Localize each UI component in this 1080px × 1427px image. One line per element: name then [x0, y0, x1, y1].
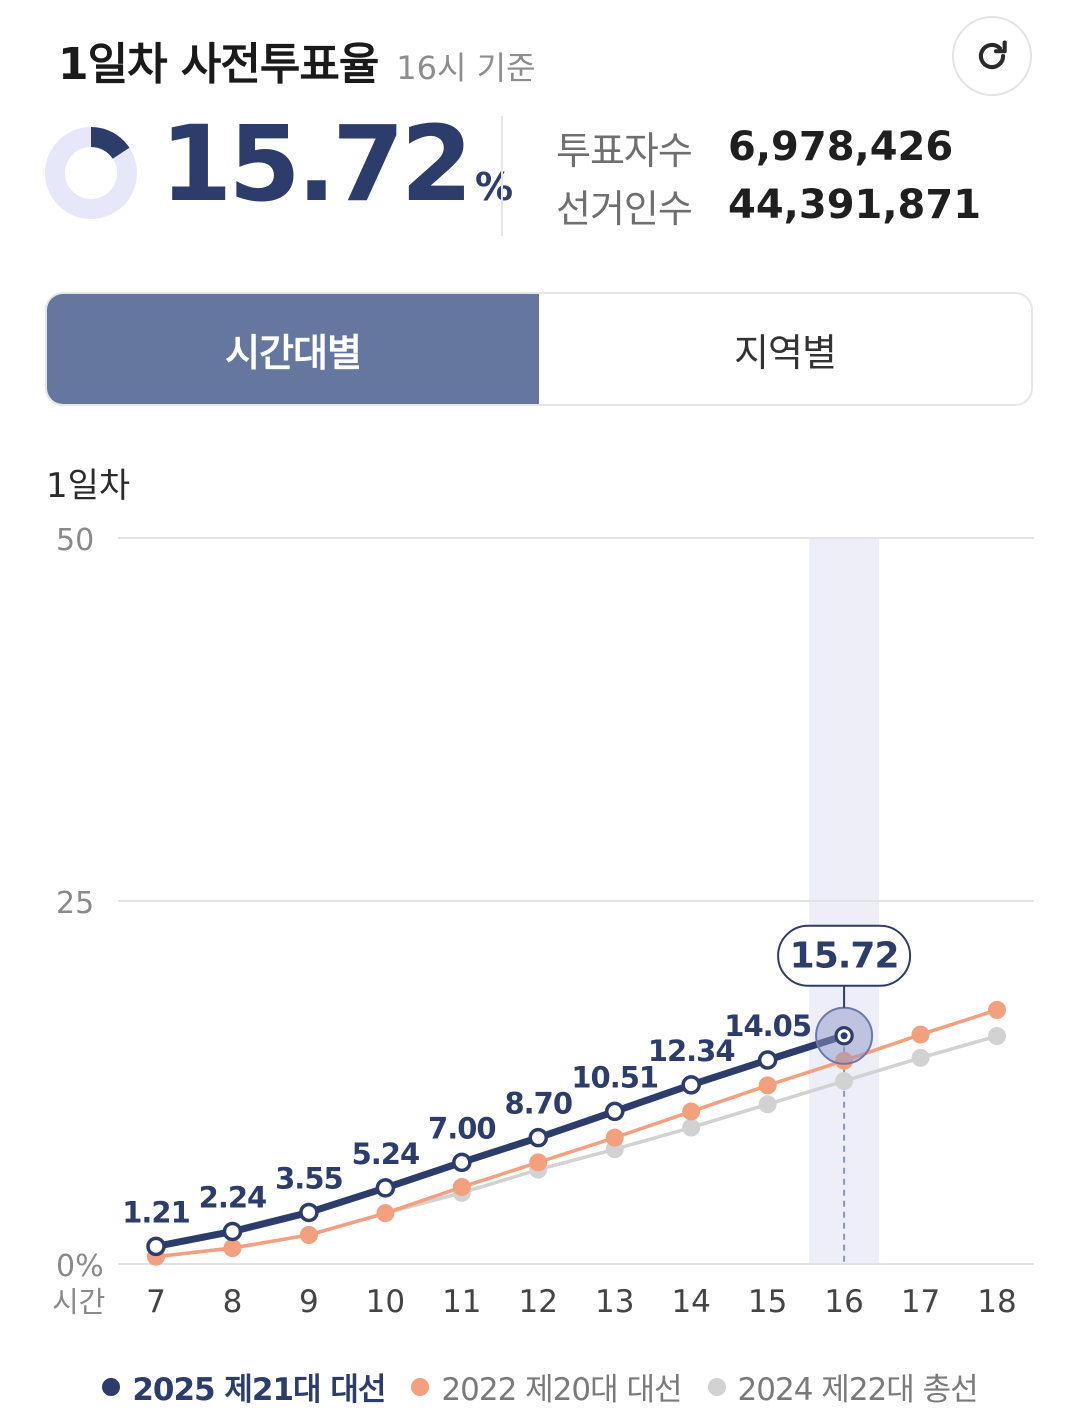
- view-tabs: 시간대별 지역별: [45, 292, 1033, 406]
- y-tick-label-25: 25: [56, 886, 94, 921]
- series-1-point-18: [988, 1000, 1006, 1019]
- series-0-point-14: [681, 1075, 701, 1095]
- callout-value: 15.72: [790, 936, 899, 977]
- series-2-point-18: [988, 1027, 1006, 1046]
- electorate-label: 선거인수: [556, 186, 693, 231]
- legend-label-2025: 2025 제21대 대선: [132, 1372, 386, 1408]
- turnout-donut-fill: [45, 127, 137, 219]
- x-tick-label-8: 8: [223, 1284, 243, 1320]
- turnout-donut: [45, 127, 137, 219]
- series-2-point-15: [758, 1095, 777, 1114]
- series-0-point-11: [452, 1152, 472, 1173]
- data-label-8: 2.24: [199, 1180, 267, 1214]
- legend-item-2024: 2024 제22대 총선: [707, 1364, 979, 1409]
- y-tick-label-0: 0%: [56, 1249, 104, 1284]
- series-line-0: [152, 1032, 848, 1250]
- series-1-point-10: [376, 1204, 395, 1223]
- page-title: 1일차 사전투표율: [58, 39, 379, 90]
- x-tick-label-7: 7: [146, 1284, 166, 1320]
- turnout-rate: 15.72 %: [160, 112, 513, 216]
- x-tick-label-9: 9: [299, 1284, 319, 1320]
- series-1-point-13: [605, 1128, 624, 1147]
- series-1-point-17: [911, 1025, 930, 1044]
- data-label-10: 5.24: [352, 1137, 420, 1171]
- turnout-stats: 투표자수 6,978,426 선거인수 44,391,871: [556, 118, 982, 234]
- x-tick-label-14: 14: [671, 1284, 710, 1320]
- electorate-row: 선거인수 44,391,871: [556, 176, 982, 234]
- x-tick-label-18: 18: [977, 1284, 1016, 1320]
- series-1-point-9: [299, 1225, 318, 1244]
- data-label-7: 1.21: [122, 1195, 190, 1229]
- x-tick-label-13: 13: [595, 1284, 634, 1320]
- series-0-point-12: [528, 1127, 549, 1148]
- data-label-13: 10.51: [571, 1060, 658, 1094]
- series-0-point-13: [604, 1101, 625, 1122]
- turnout-rate-value: 15.72: [160, 103, 473, 225]
- series-2-point-17: [911, 1048, 930, 1067]
- legend-item-2022: 2022 제20대 대선: [411, 1364, 683, 1409]
- x-tick-label-15: 15: [748, 1284, 787, 1320]
- electorate-value: 44,391,871: [728, 182, 982, 228]
- x-tick-label-11: 11: [442, 1284, 481, 1320]
- turnout-line-chart: 0% 25 50 시간 7 8 9 10 11 12 13 14 15 16 17 18 1.21 2.243.5…: [52, 523, 1034, 1320]
- series-0-point-8: [222, 1221, 243, 1242]
- page-subtitle: 16시 기준: [396, 49, 536, 87]
- header: 1일차 사전투표율 16시 기준: [58, 28, 536, 92]
- tab-by-time[interactable]: 시간대별: [47, 294, 539, 404]
- x-tick-label-17: 17: [901, 1284, 940, 1320]
- x-tick-label-10: 10: [366, 1284, 405, 1320]
- legend-marker-2025: [102, 1377, 121, 1396]
- data-label-12: 8.70: [504, 1087, 572, 1121]
- chart-legend: 2025 제21대 대선 2022 제20대 대선 2024 제22대 총선: [0, 1364, 1080, 1409]
- series-1-point-11: [452, 1178, 471, 1197]
- x-tick-label-16: 16: [824, 1284, 863, 1320]
- series-2-point-16: [835, 1072, 854, 1091]
- x-tick-label-12: 12: [519, 1284, 558, 1320]
- divider: [501, 116, 503, 236]
- series-2-point-14: [682, 1118, 701, 1137]
- series-0-point-7: [146, 1236, 166, 1257]
- voters-value: 6,978,426: [728, 124, 954, 170]
- voters-row: 투표자수 6,978,426: [556, 118, 954, 176]
- legend-marker-2024: [707, 1377, 726, 1396]
- tab-by-region[interactable]: 지역별: [734, 330, 837, 375]
- refresh-button[interactable]: [952, 16, 1032, 96]
- legend-label-2024: 2024 제22대 총선: [737, 1372, 979, 1408]
- current-point-center: [840, 1032, 848, 1040]
- callout-box: [777, 924, 912, 987]
- data-label-15: 14.05: [724, 1009, 811, 1043]
- refresh-icon: [978, 40, 1007, 70]
- series-1-point-8: [223, 1239, 242, 1258]
- data-label-11: 7.00: [428, 1111, 496, 1145]
- series-0-point-15: [757, 1050, 778, 1070]
- legend-marker-2022: [411, 1377, 430, 1396]
- series-1-point-14: [682, 1102, 701, 1121]
- series-1-point-15: [758, 1076, 777, 1095]
- data-label-14: 12.34: [648, 1034, 735, 1068]
- y-tick-label-50: 50: [56, 523, 94, 558]
- series-0-point-9: [299, 1202, 319, 1223]
- x-axis-label: 시간: [52, 1285, 105, 1319]
- turnout-rate-unit: %: [474, 165, 514, 209]
- series-0-point-10: [375, 1178, 396, 1198]
- legend-item-2025: 2025 제21대 대선: [102, 1364, 386, 1409]
- legend-label-2022: 2022 제20대 대선: [441, 1372, 682, 1408]
- series-1-point-12: [529, 1153, 548, 1172]
- chart-section-label: 1일차: [46, 466, 131, 506]
- data-label-9: 3.55: [275, 1161, 343, 1195]
- voters-label: 투표자수: [556, 128, 693, 173]
